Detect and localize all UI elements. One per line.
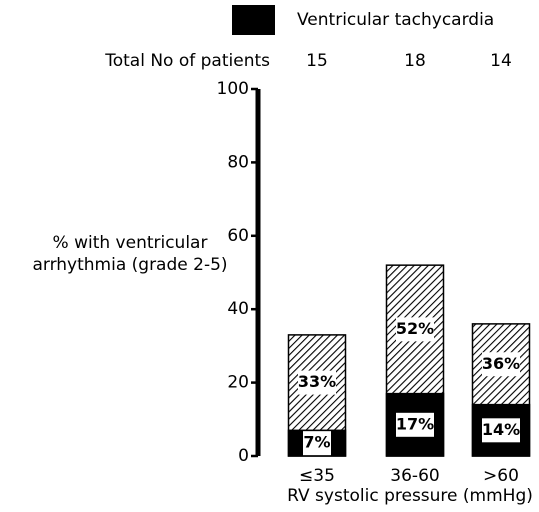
y-tick-label: 0 — [238, 446, 249, 466]
x-axis-label: RV systolic pressure (mmHg) — [287, 486, 533, 506]
value-label-box — [303, 431, 331, 456]
value-label: 14% — [482, 420, 520, 439]
y-tick-label: 60 — [227, 226, 249, 246]
value-label: 17% — [396, 414, 434, 433]
y-axis-label: % with ventricular — [53, 233, 208, 253]
y-tick-label: 20 — [227, 373, 249, 393]
value-label-box — [482, 418, 520, 443]
y-tick-label: 80 — [227, 152, 249, 172]
x-tick-label: ≤35 — [299, 466, 335, 486]
value-label: 33% — [298, 372, 336, 391]
y-tick-label: 40 — [227, 299, 249, 319]
x-tick-label: >60 — [483, 466, 519, 486]
legend-swatch — [232, 5, 275, 35]
patients-label: Total No of patients — [104, 51, 270, 71]
patients-count: 15 — [306, 51, 328, 71]
value-label: 36% — [482, 354, 520, 373]
x-tick-label: 36-60 — [390, 466, 439, 486]
value-label: 52% — [396, 319, 434, 338]
value-label-box — [482, 352, 520, 377]
legend-label: Ventricular tachycardia — [297, 10, 494, 30]
patients-count: 18 — [404, 51, 426, 71]
patients-count: 14 — [490, 51, 512, 71]
value-label-box — [298, 370, 336, 395]
value-label-box — [396, 412, 434, 437]
value-label-box — [396, 317, 434, 342]
y-tick-label: 100 — [217, 79, 249, 99]
y-axis-label: arrhythmia (grade 2-5) — [32, 255, 227, 275]
value-label: 7% — [303, 433, 330, 452]
